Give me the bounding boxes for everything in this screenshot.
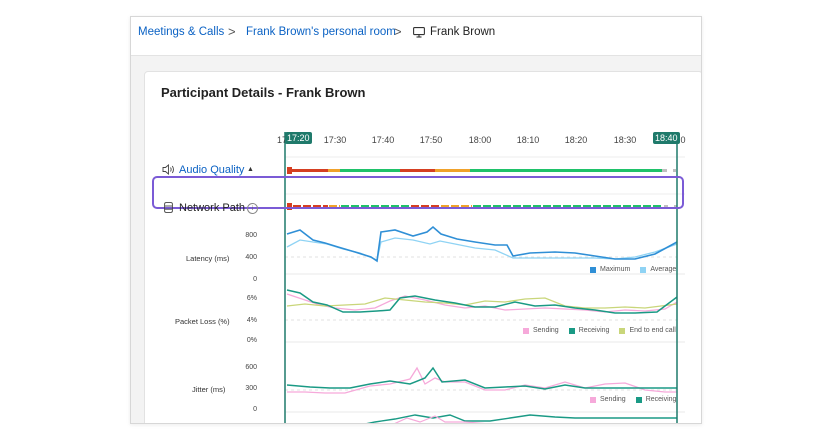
breadcrumb-separator: > (394, 24, 402, 39)
packet-loss-receiving-line (286, 289, 678, 314)
legend-swatch-maximum (590, 266, 596, 273)
breadcrumb-current: Frank Brown (430, 26, 496, 38)
latency-legend: Maximum Average (580, 266, 676, 273)
packet-loss-legend: Sending Receiving End to end call (513, 327, 676, 334)
legend-swatch-average (640, 266, 647, 273)
latency-tick: 400 (245, 254, 257, 261)
jitter-tick: 300 (245, 385, 257, 392)
participant-details-card: Participant Details - Frank Brown (144, 71, 701, 423)
info-icon[interactable]: i (247, 203, 258, 214)
network-path-bar (287, 203, 677, 210)
time-label: 17:30 (323, 135, 347, 145)
network-path-highlight (152, 176, 684, 209)
range-end-handle[interactable]: 18:40 (653, 132, 680, 144)
time-label: 18:30 (613, 135, 637, 145)
caret-up-icon[interactable]: ▲ (247, 166, 254, 173)
network-path-label: Network Path (179, 202, 246, 214)
packet-loss-tick: 4% (246, 317, 257, 324)
legend-sending: Sending (600, 396, 626, 403)
legend-maximum: Maximum (600, 266, 631, 273)
jitter-receiving-line (286, 366, 677, 390)
legend-swatch-sending (590, 396, 596, 403)
legend-swatch-receiving (635, 396, 642, 403)
monitor-icon (413, 27, 425, 41)
database-icon (164, 202, 173, 216)
jitter-legend: Sending Receiving (580, 396, 676, 403)
breadcrumb-personal-room[interactable]: Frank Brown's personal room (246, 26, 396, 38)
legend-receiving: Receiving (645, 396, 677, 403)
card-title: Participant Details - Frank Brown (161, 85, 366, 100)
timeline-graphics (284, 132, 685, 423)
legend-end-to-end: End to end call (629, 327, 676, 334)
breadcrumb: Meetings & Calls > Frank Brown's persona… (131, 17, 701, 56)
breadcrumb-meetings-calls[interactable]: Meetings & Calls (138, 26, 225, 38)
legend-sending: Sending (533, 327, 559, 334)
time-label: 17:50 (419, 135, 443, 145)
time-label: 17:40 (371, 135, 395, 145)
packet-loss-end-to-end-line (286, 297, 678, 309)
legend-swatch-sending (523, 327, 529, 334)
legend-swatch-receiving (568, 327, 575, 334)
bottom-chart-line-2 (394, 415, 486, 423)
time-label-partial-left: 17 (276, 135, 288, 145)
speaker-icon (162, 164, 175, 178)
app-window: Meetings & Calls > Frank Brown's persona… (130, 16, 702, 424)
jitter-tick: 600 (245, 364, 257, 371)
network-start-marker (287, 203, 292, 210)
jitter-sending-line (287, 366, 677, 394)
jitter-tick: 0 (253, 406, 257, 413)
packet-loss-sending-line (286, 293, 678, 313)
audio-quality-toggle[interactable]: Audio Quality (179, 164, 245, 176)
packet-loss-tick: 0% (246, 337, 257, 344)
latency-label: Latency (ms) (186, 254, 230, 263)
packet-loss-tick: 6% (246, 295, 257, 302)
bottom-chart-line (366, 414, 677, 423)
legend-receiving: Receiving (578, 327, 610, 334)
time-label: 18:20 (564, 135, 588, 145)
breadcrumb-separator: > (228, 24, 236, 39)
audio-start-marker (287, 167, 292, 174)
audio-quality-bar (287, 167, 676, 174)
time-label-partial-right: 0 (680, 135, 686, 145)
range-start-handle[interactable]: 17:20 (285, 132, 312, 144)
latency-tick: 800 (245, 232, 257, 239)
packet-loss-label: Packet Loss (%) (175, 317, 230, 326)
legend-average: Average (650, 266, 677, 273)
legend-swatch-end-to-end (619, 327, 626, 334)
time-label: 18:00 (468, 135, 492, 145)
time-label: 18:10 (516, 135, 540, 145)
latency-maximum-line (286, 225, 678, 263)
jitter-label: Jitter (ms) (192, 385, 226, 394)
latency-tick: 0 (253, 276, 257, 283)
